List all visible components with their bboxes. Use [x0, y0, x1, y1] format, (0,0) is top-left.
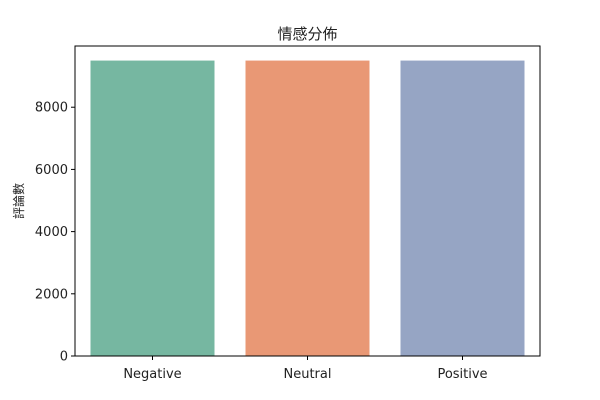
bar-negative — [90, 60, 215, 356]
bars-group — [90, 60, 525, 356]
y-axis-label: 評論數 — [11, 183, 26, 219]
y-tick-label: 4000 — [35, 225, 68, 240]
x-tick-label-positive: Positive — [437, 367, 487, 382]
y-tick-label: 0 — [60, 350, 68, 365]
y-tick-label: 8000 — [35, 101, 68, 116]
chart-title: 情感分佈 — [277, 25, 337, 43]
bar-positive — [400, 60, 525, 356]
x-axis-ticks: Negative Neutral Positive — [123, 356, 488, 382]
plot-frame — [74, 45, 541, 357]
x-tick-label-neutral: Neutral — [284, 367, 332, 382]
y-tick-label: 2000 — [35, 287, 68, 302]
y-tick-label: 6000 — [35, 163, 68, 178]
bar-neutral — [245, 60, 370, 356]
x-tick-label-negative: Negative — [123, 367, 181, 382]
y-axis-ticks: 0 2000 4000 6000 8000 — [35, 101, 75, 365]
